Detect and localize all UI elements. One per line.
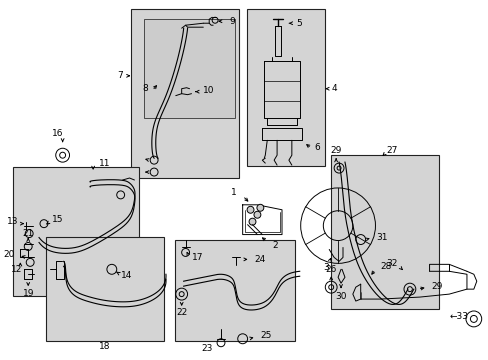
Text: 13: 13 — [7, 217, 19, 226]
Text: 30: 30 — [335, 292, 346, 301]
Text: 8: 8 — [142, 84, 148, 93]
Text: 32: 32 — [386, 259, 397, 268]
Text: 21: 21 — [22, 229, 34, 238]
Text: 17: 17 — [191, 253, 203, 262]
Text: 6: 6 — [314, 143, 320, 152]
Text: 27: 27 — [386, 146, 397, 155]
Bar — [246, 9, 325, 166]
Text: 4: 4 — [330, 84, 336, 93]
Text: 23: 23 — [202, 344, 213, 353]
Circle shape — [248, 218, 255, 225]
Text: 18: 18 — [99, 342, 110, 351]
Text: 2: 2 — [272, 241, 277, 250]
Text: 26: 26 — [325, 265, 336, 274]
Text: 12: 12 — [11, 265, 22, 274]
Circle shape — [246, 206, 253, 213]
Text: 24: 24 — [254, 255, 265, 264]
Text: 22: 22 — [176, 309, 187, 318]
Text: 1: 1 — [230, 188, 236, 197]
Text: 29: 29 — [430, 282, 442, 291]
Bar — [330, 155, 439, 309]
Text: 14: 14 — [121, 271, 132, 280]
Bar — [46, 237, 163, 341]
Text: 31: 31 — [376, 233, 387, 242]
Text: 10: 10 — [203, 86, 214, 95]
Text: ←33: ←33 — [449, 312, 468, 321]
Text: 29: 29 — [330, 146, 341, 155]
Text: 28: 28 — [380, 262, 391, 271]
Text: 19: 19 — [22, 289, 34, 298]
Text: 25: 25 — [260, 331, 271, 340]
Bar — [174, 239, 294, 341]
Text: 20: 20 — [3, 250, 15, 259]
Text: 9: 9 — [228, 17, 234, 26]
Text: 15: 15 — [52, 215, 63, 224]
Circle shape — [256, 204, 263, 211]
Text: 7: 7 — [117, 71, 122, 80]
Circle shape — [253, 211, 260, 218]
Bar — [130, 9, 238, 178]
Bar — [14, 167, 139, 296]
Text: 3: 3 — [323, 263, 328, 272]
Text: 11: 11 — [99, 159, 110, 168]
Text: 16: 16 — [52, 129, 63, 138]
Bar — [144, 19, 234, 118]
Text: 5: 5 — [295, 19, 301, 28]
